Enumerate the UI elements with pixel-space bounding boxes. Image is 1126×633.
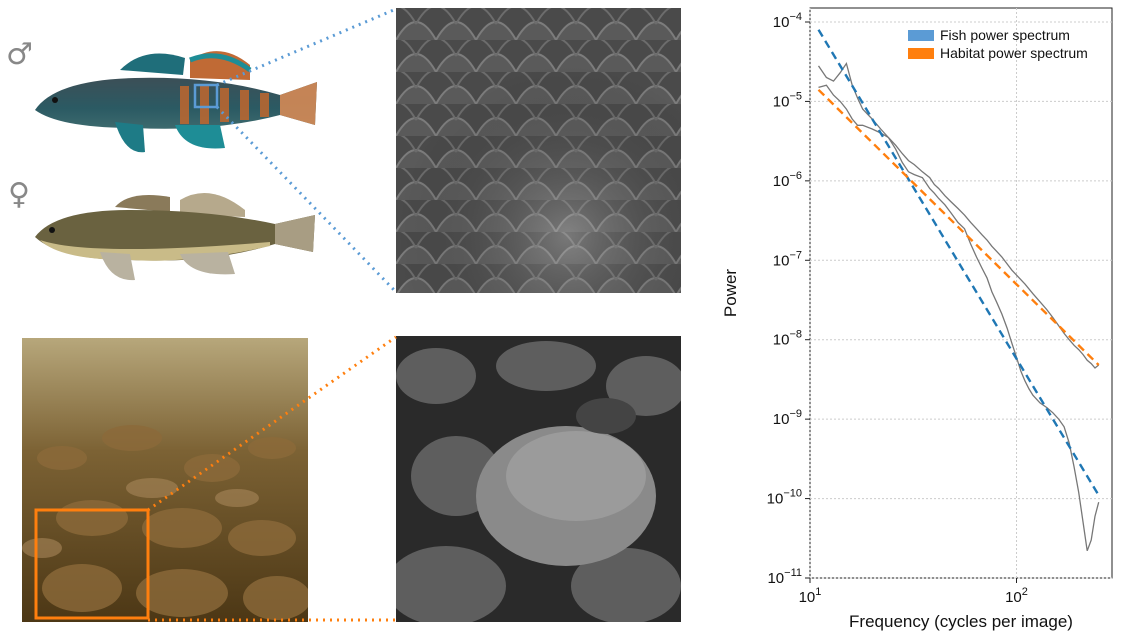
female-fish-image (35, 192, 315, 281)
female-symbol: ♀ (8, 177, 30, 212)
legend-swatch (908, 48, 934, 59)
y-tick-label: 10−4 (773, 11, 802, 31)
male-symbol: ♂ (6, 37, 33, 72)
x-tick-label: 101 (799, 586, 822, 606)
fish-connector-bottom (215, 105, 398, 294)
x-axis-label: Frequency (cycles per image) (849, 612, 1073, 631)
y-tick-label: 10−6 (773, 170, 802, 190)
habitat-power-spectrum-fit-line (817, 88, 1100, 366)
legend-swatch (908, 30, 934, 41)
male-fish-image (35, 51, 317, 153)
empirical-spectrum-line (817, 61, 1100, 552)
legend: Fish power spectrum Habitat power spectru… (908, 27, 1088, 61)
panel-connectors (147, 7, 398, 622)
y-axis-label: Power (721, 269, 740, 318)
habitat-photo (22, 338, 308, 622)
habitat-texture-image (396, 336, 681, 622)
y-tick-label: 10−8 (773, 329, 802, 349)
fish-power-spectrum-fit-line (817, 29, 1100, 496)
fish-connector-top (216, 7, 397, 87)
empirical-spectrum-line (818, 84, 1100, 369)
y-tick-label: 10−9 (773, 408, 802, 428)
y-tick-label: 10−5 (773, 90, 802, 110)
x-tick-label: 102 (1005, 586, 1028, 606)
y-tick-label: 10−10 (767, 488, 802, 508)
fish-skin-texture-image (396, 8, 681, 293)
y-tick-label: 10−11 (767, 567, 802, 587)
y-tick-label: 10−7 (773, 249, 802, 269)
habitat-connector-top (147, 335, 397, 512)
legend-label: Fish power spectrum (940, 27, 1070, 43)
legend-label: Habitat power spectrum (940, 45, 1088, 61)
grid (809, 8, 1112, 579)
